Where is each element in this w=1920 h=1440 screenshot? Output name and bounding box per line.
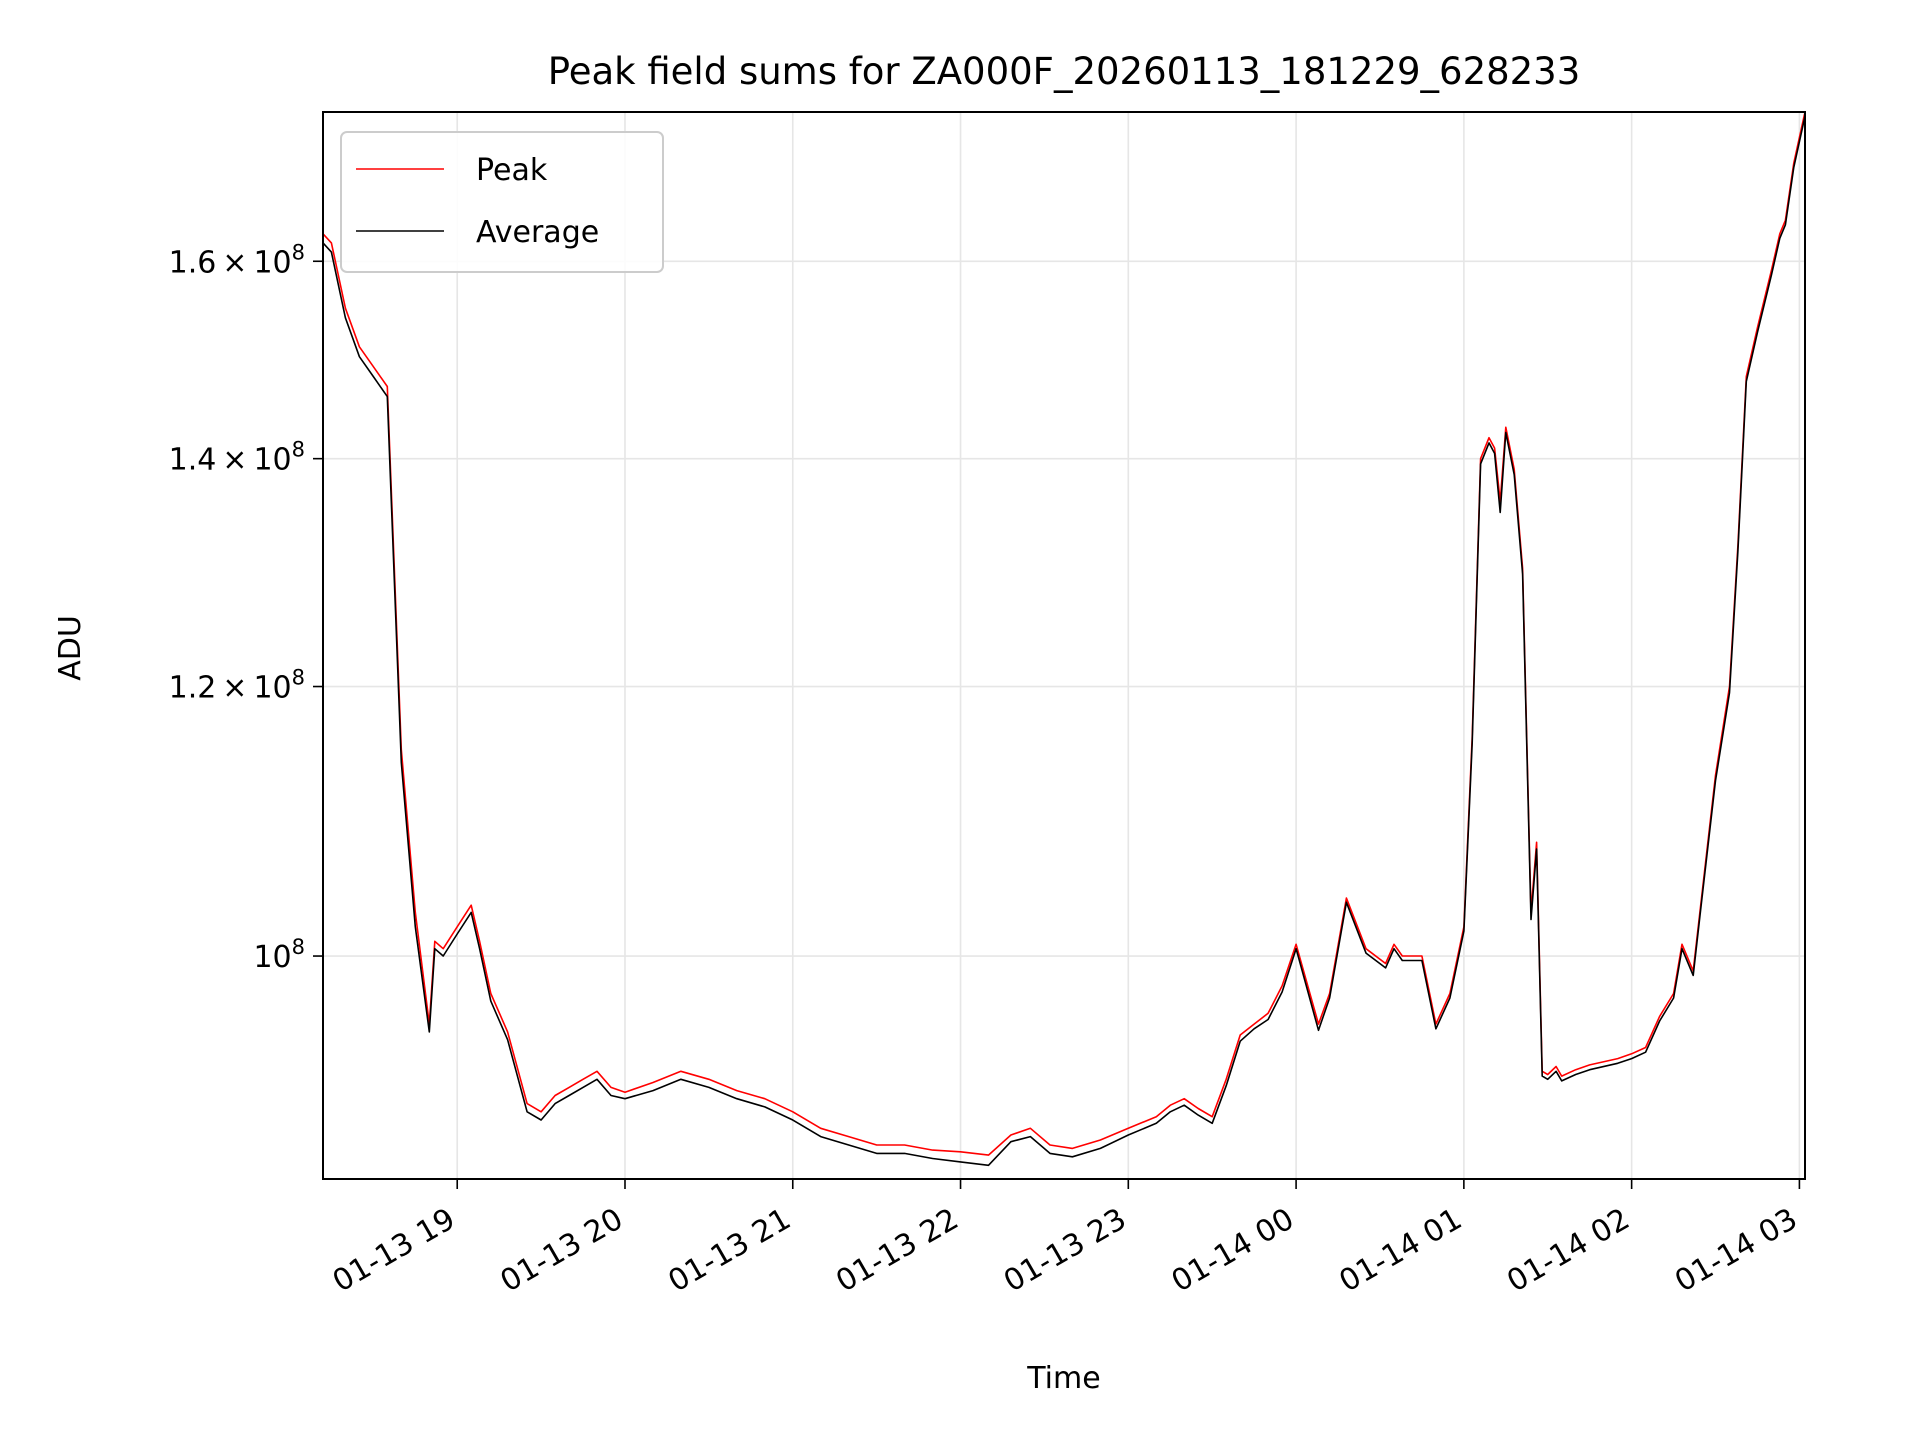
plot-lines: [322, 111, 1806, 1167]
series-line-peak: [322, 111, 1806, 1156]
legend: Peak Average: [340, 131, 664, 273]
plot-area: [323, 112, 1805, 1179]
y-tick-label: 108: [253, 935, 305, 975]
y-axis: 108 1.2 × 108 1.4 × 108 1.6 × 108: [169, 240, 323, 975]
y-tick-label: 1.4 × 108: [169, 438, 305, 478]
legend-label-average: Average: [476, 215, 599, 250]
y-tick-label: 1.6 × 108: [169, 240, 305, 280]
legend-label-peak: Peak: [476, 153, 548, 188]
plot-frame: [322, 111, 1806, 1180]
series-line-average: [322, 116, 1806, 1167]
y-axis-label: ADU: [53, 615, 88, 681]
x-axis-label: Time: [1026, 1361, 1100, 1396]
chart-title: Peak field sums for ZA000F_20260113_1812…: [548, 50, 1581, 93]
y-tick-label: 1.2 × 108: [169, 666, 305, 706]
legend-box: [340, 131, 664, 273]
